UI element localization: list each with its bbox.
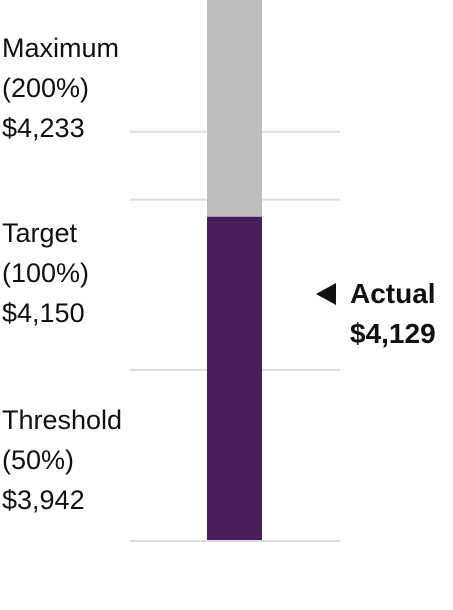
maximum-pct: (200%)	[2, 73, 90, 103]
target-pct: (100%)	[2, 258, 90, 288]
threshold-name: Threshold	[2, 405, 123, 435]
target-label: Target (100%) $4,150	[2, 213, 89, 333]
threshold-pct: (50%)	[2, 445, 75, 475]
target-value: $4,150	[2, 298, 85, 328]
target-name: Target	[2, 218, 78, 248]
threshold-value: $3,942	[2, 485, 85, 515]
maximum-value: $4,233	[2, 113, 85, 143]
actual-pointer-icon	[316, 283, 336, 305]
maximum-label: Maximum (200%) $4,233	[2, 28, 119, 148]
actual-name: Actual	[350, 278, 436, 309]
maximum-name: Maximum	[2, 33, 120, 63]
actual-value: $4,129	[350, 318, 436, 349]
actual-label: Actual $4,129	[350, 274, 436, 354]
threshold-label: Threshold (50%) $3,942	[2, 400, 122, 520]
actual-bar	[207, 216, 262, 540]
